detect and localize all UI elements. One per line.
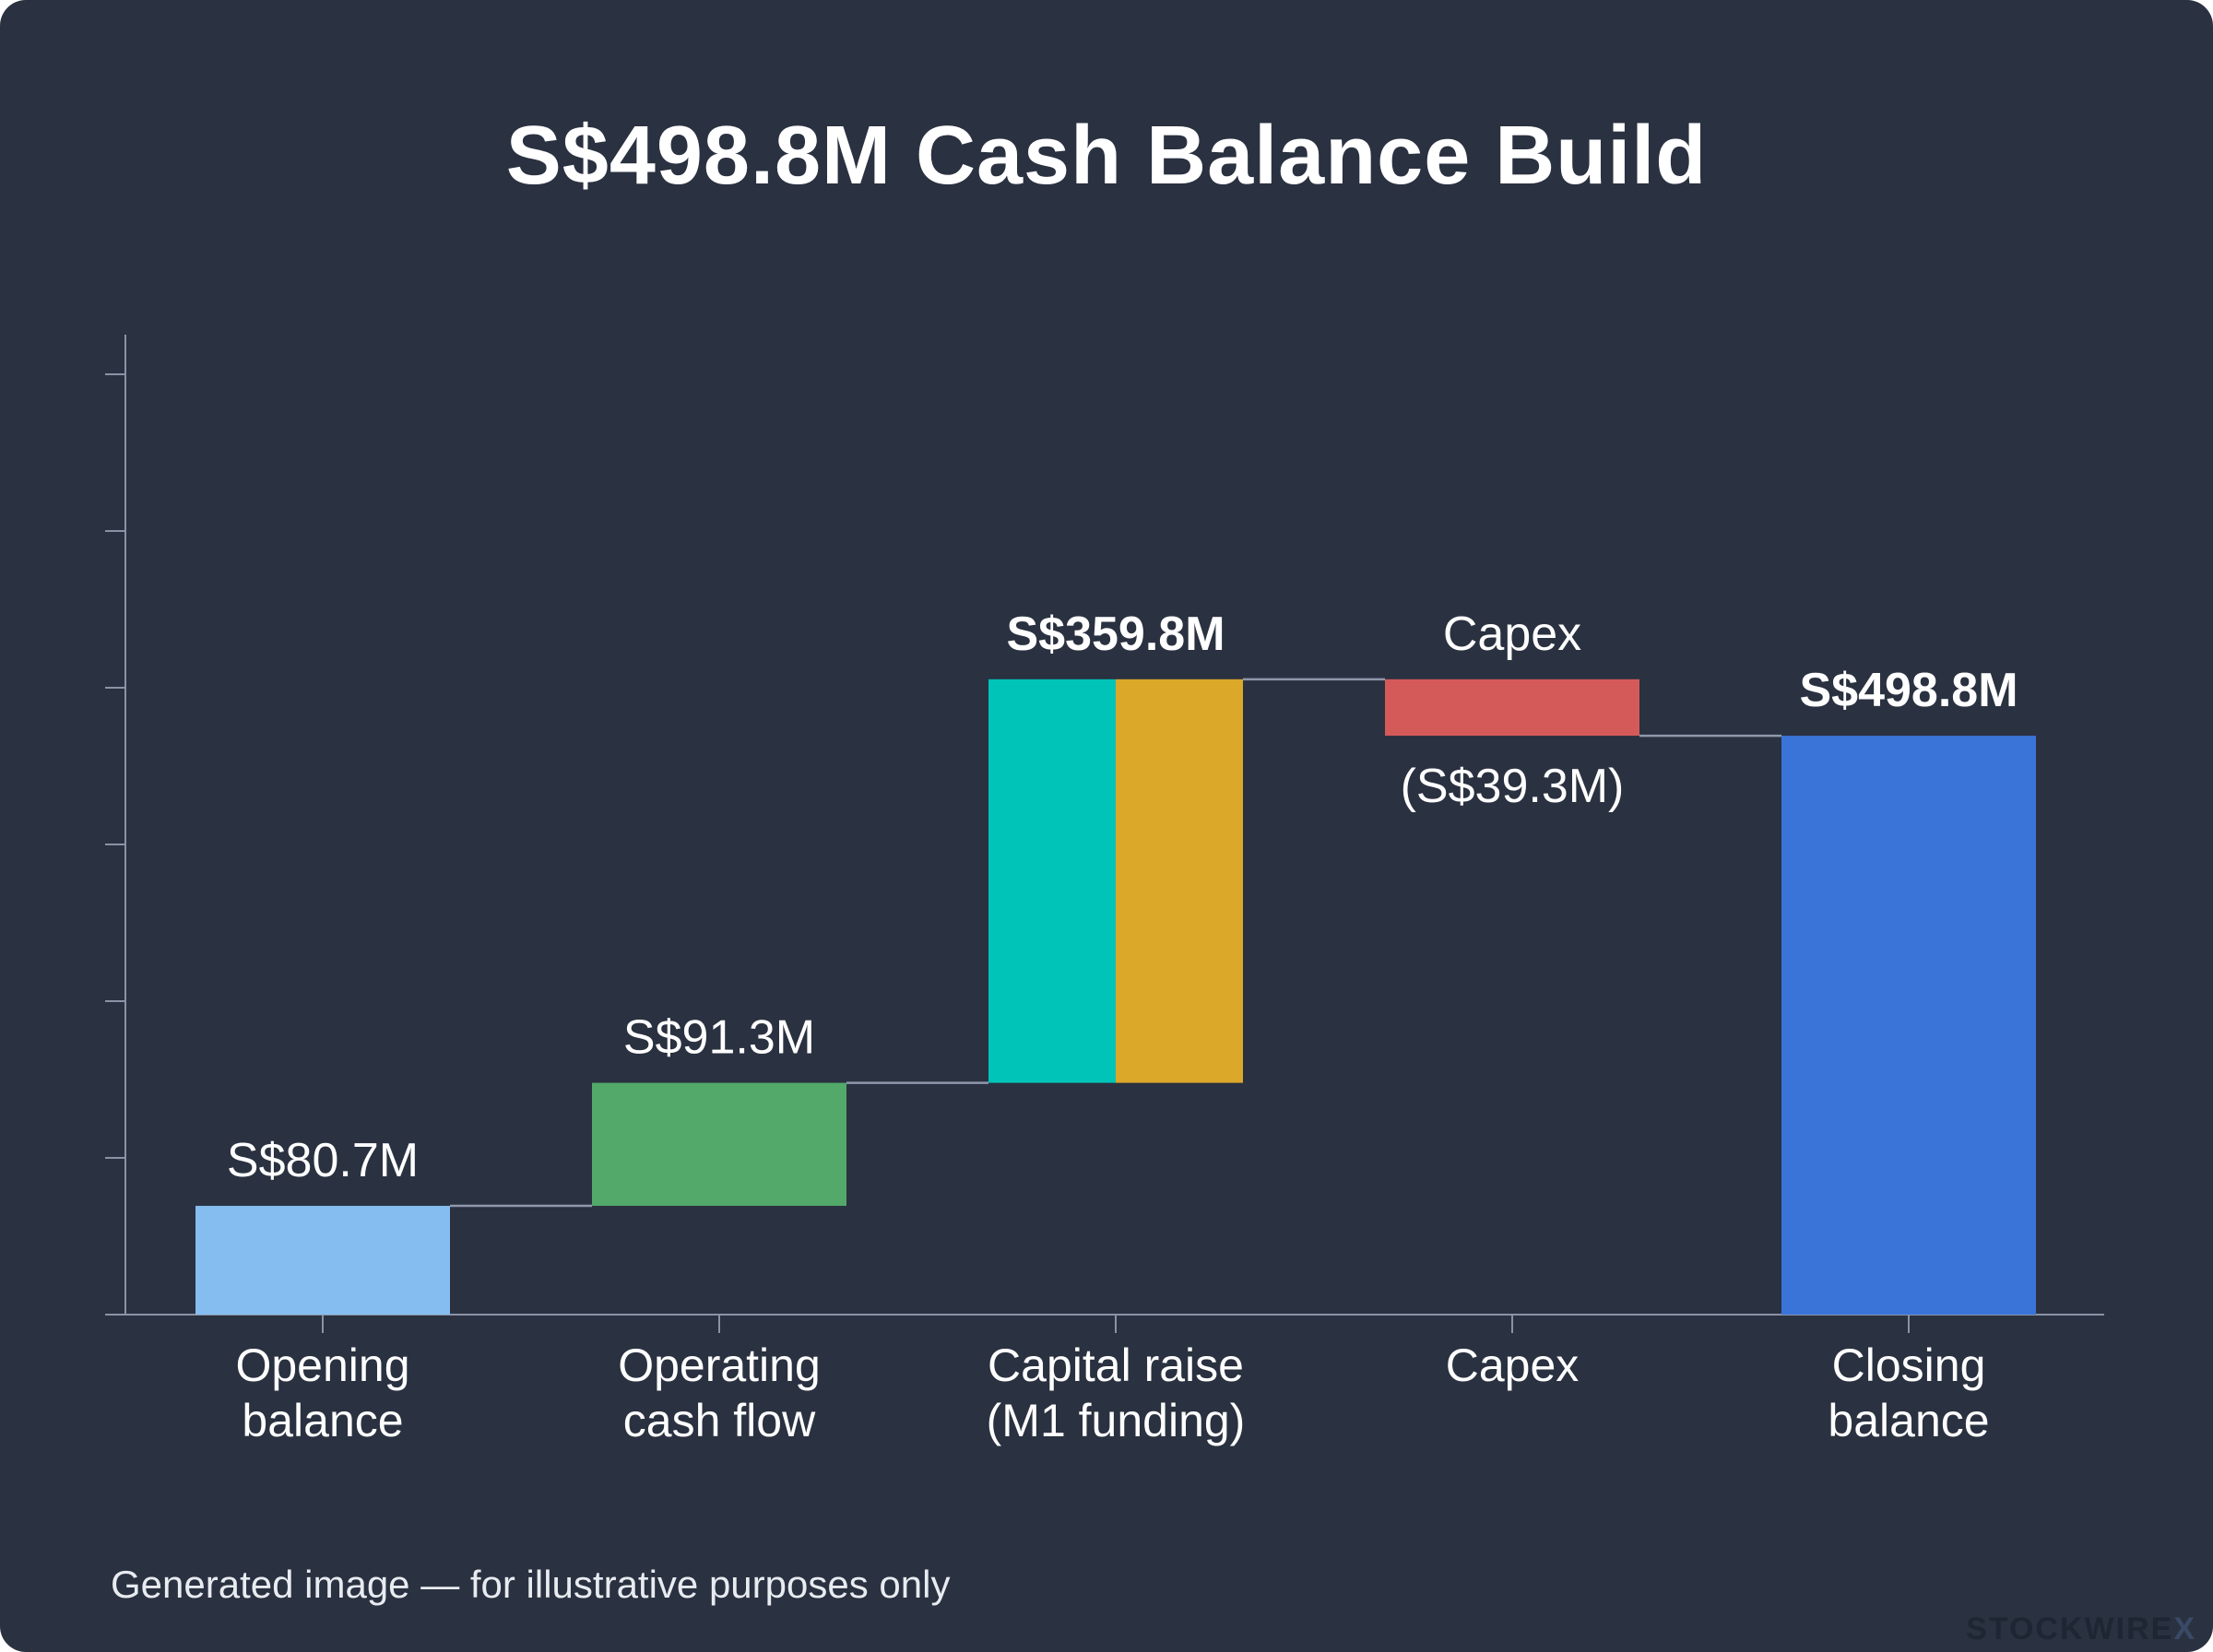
bar-closing-balance <box>1781 736 2036 1315</box>
data-label-operating-cash-flow: S$91.3M <box>623 1011 815 1065</box>
brand-logo: STOCKWIREX <box>1966 1611 2196 1647</box>
bar-opening-balance <box>195 1206 450 1315</box>
x-tick-label: balance <box>1828 1395 1989 1446</box>
bar-annotation-capex: Capex <box>1443 608 1581 661</box>
data-label-capex: (S$39.3M) <box>1401 760 1625 813</box>
x-tick-label: Operating <box>618 1339 821 1391</box>
brand-mark: X <box>2173 1611 2196 1646</box>
bar-capital-raise-m1-funding-segment-1 <box>988 678 1116 1083</box>
data-label-capital-raise-m1-funding: S$359.8M <box>1006 608 1225 661</box>
data-label-closing-balance: S$498.8M <box>1799 664 2018 717</box>
chart-title: S$498.8M Cash Balance Build <box>505 110 1708 202</box>
bar-operating-cash-flow <box>592 1082 846 1207</box>
x-tick-label: cash flow <box>623 1395 816 1446</box>
x-tick-label: Closing <box>1832 1339 1986 1391</box>
bar-capex <box>1385 678 1639 737</box>
x-tick-label: Capital raise <box>988 1339 1244 1391</box>
x-tick-label: (M1 funding) <box>987 1395 1246 1446</box>
data-label-opening-balance: S$80.7M <box>227 1134 419 1187</box>
bar-capital-raise-m1-funding-segment-2 <box>1116 678 1243 1083</box>
x-tick-label: balance <box>242 1395 403 1446</box>
brand-name: STOCKWIRE <box>1966 1611 2174 1646</box>
x-tick-label: Capex <box>1446 1339 1580 1391</box>
footnote: Generated image — for illustrative purpo… <box>111 1563 951 1606</box>
x-tick-label: Opening <box>235 1339 409 1391</box>
